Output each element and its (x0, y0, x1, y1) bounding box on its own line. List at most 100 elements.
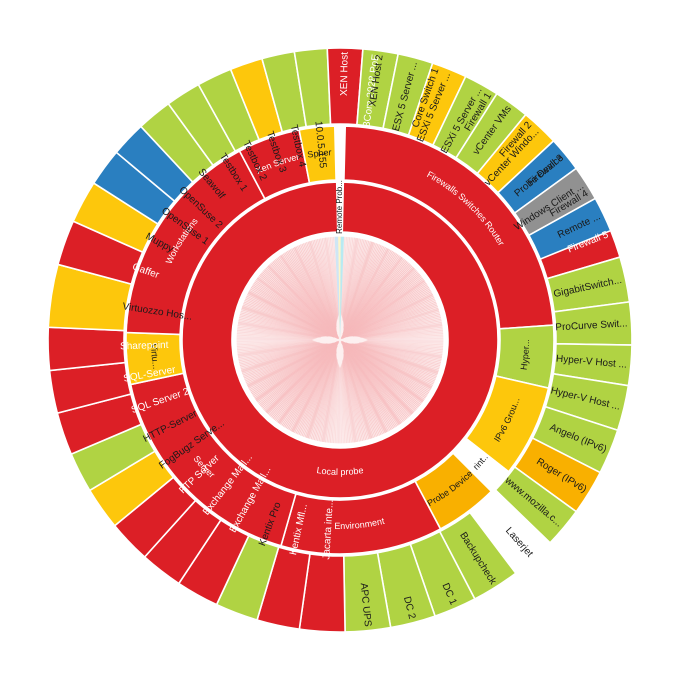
center-radial-line (315, 239, 337, 325)
center-radial-line (236, 339, 313, 343)
center-radial-line (320, 238, 337, 322)
center-highlight-sector (334, 236, 340, 340)
center-radial-line (343, 238, 362, 323)
center-radial-line (366, 336, 444, 340)
center-radial-line (341, 236, 351, 318)
center-radial-line (343, 358, 360, 442)
center-radial-line (356, 316, 442, 337)
center-radial-line (320, 358, 337, 442)
center-radial-line (343, 353, 370, 440)
center-radial-line (356, 343, 442, 364)
center-radial-line (238, 316, 324, 337)
center-radial-line (341, 363, 349, 444)
ring-segment[interactable] (298, 125, 337, 184)
segment-label: Local probe (316, 465, 364, 477)
center-radial-line (323, 237, 338, 321)
ring-segments-layer[interactable] (47, 47, 633, 633)
center-radial-line (315, 355, 337, 441)
center-radial-line (236, 341, 317, 349)
center-radial-line (318, 357, 337, 442)
center-radial-line (354, 343, 441, 367)
center-radial-line (364, 333, 444, 339)
center-radial-line (313, 354, 337, 441)
ring-3-devices[interactable] (47, 47, 633, 633)
center-radial-line (237, 328, 318, 338)
center-radial-line (361, 342, 443, 354)
center-radial-line (236, 336, 314, 340)
ring-segment[interactable] (47, 326, 127, 372)
center-radial-line (337, 367, 341, 444)
center-radial-line (364, 341, 444, 347)
segment-label: APC UPS (358, 582, 373, 627)
center-radial-line (336, 366, 340, 444)
center-radial-line (326, 237, 338, 319)
center-radial-line (362, 329, 444, 339)
center-radial-line (316, 238, 337, 324)
center-radial-line (341, 364, 347, 444)
center-radial-line (342, 237, 354, 319)
ring-1-probes[interactable] (181, 181, 499, 499)
center-radial-line (365, 340, 444, 346)
ring-2-groups[interactable] (125, 125, 555, 555)
center-radial-line (342, 360, 356, 443)
center-radial-line (355, 315, 441, 337)
center-radial-line (238, 320, 322, 337)
center-radial-line (343, 238, 360, 322)
center-radial-line (313, 239, 337, 326)
center-radial-line (353, 310, 440, 337)
center-radial-line (240, 343, 327, 370)
center-radial-line (239, 315, 325, 337)
center-radial-line (357, 318, 442, 337)
center-radial-line (343, 354, 368, 440)
center-radial-line (343, 354, 367, 441)
center-radial-line (236, 337, 313, 341)
center-radial-line (342, 362, 352, 443)
center-radial-line (342, 237, 359, 322)
ring-segment[interactable] (527, 197, 612, 261)
center-radial-line (310, 240, 337, 327)
segment-label: Hyper... (519, 339, 531, 371)
center-radial-line (312, 240, 337, 326)
center-radial-line (341, 362, 351, 444)
center-radial-line (318, 238, 337, 323)
center-radial-line (354, 313, 441, 337)
segment-label: XEN Host (339, 52, 351, 96)
center-radial-line (340, 236, 346, 315)
center-highlight-sector (340, 236, 344, 340)
center-radial-line (358, 320, 442, 337)
center-radial-line (358, 343, 442, 360)
segment-label: 10.0.5.155 (312, 121, 328, 170)
center-radial-line (236, 334, 315, 340)
center-radial-line (355, 343, 441, 365)
segment-label: ProCurve Swit... (555, 318, 628, 333)
center-radial-line (236, 340, 314, 344)
center-radial-line (362, 341, 444, 351)
center-radial-line (238, 343, 323, 362)
segment-label: Jacarta inte... (321, 499, 336, 560)
ring-segment[interactable] (181, 181, 499, 499)
center-radial-line (342, 359, 357, 443)
center-fan-layer (235, 235, 445, 445)
center-radial-line (343, 239, 365, 325)
center-radial-line (340, 366, 344, 444)
center-radial-line (354, 343, 440, 368)
segment-label: Remote Prob... (335, 180, 344, 234)
segment-label: Virtu... (149, 343, 161, 370)
center-radial-line (321, 358, 338, 443)
center-radial-line (342, 361, 354, 443)
center-radial-line (343, 356, 364, 442)
center-radial-line (342, 237, 352, 318)
center-radial-line (339, 367, 343, 444)
center-radial-line (343, 357, 362, 442)
center-radial-line (343, 238, 364, 324)
center-radial-line (237, 342, 319, 354)
center-radial-line (367, 339, 444, 343)
center-radial-line (236, 341, 318, 351)
center-radial-line (367, 337, 444, 341)
center-radial-line (366, 340, 444, 344)
center-radial-line (239, 343, 326, 367)
center-radial-line (354, 312, 440, 337)
center-radial-line (358, 342, 443, 359)
